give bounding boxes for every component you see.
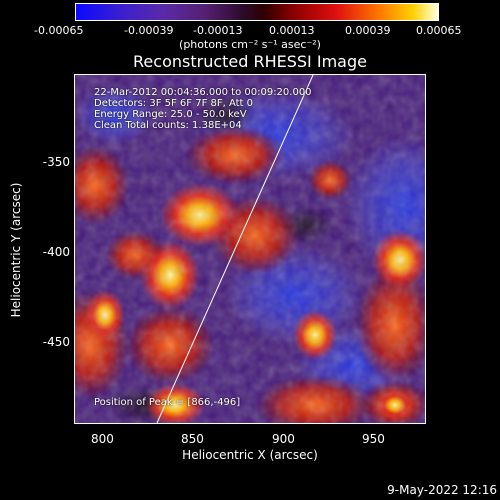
rhessi-image: 22-Mar-2012 00:04:36.000 to 00:09:20.000…: [74, 74, 426, 424]
y-axis-label: Heliocentric Y (arcsec): [9, 182, 23, 318]
heatmap-svg: [75, 75, 425, 423]
colorbar-tick: 0.00013: [269, 24, 315, 37]
y-tick: -350: [42, 155, 70, 169]
y-tick: -450: [42, 335, 70, 349]
y-tick: -400: [42, 245, 70, 259]
x-tick: 950: [362, 432, 385, 446]
x-tick: 900: [272, 432, 295, 446]
image-title: Reconstructed RHESSI Image: [133, 52, 367, 71]
annotation-detectors: Detectors: 3F 5F 6F 7F 8F, Att 0: [94, 98, 254, 109]
x-tick: 850: [181, 432, 204, 446]
colorbar-tick: -0.00039: [124, 24, 174, 37]
x-tick: 800: [91, 432, 114, 446]
annotation-energy: Energy Range: 25.0 - 50.0 keV: [94, 109, 247, 120]
annotation-method: Clean Total counts: 1.38E+04: [94, 120, 242, 131]
colorbar-tick: 0.00065: [416, 24, 462, 37]
date-stamp: 9-May-2022 12:16: [387, 483, 497, 497]
limb-line: [156, 75, 314, 423]
colorbar-tick: 0.00039: [345, 24, 391, 37]
colorbar-units: (photons cm⁻² s⁻¹ asec⁻²): [179, 38, 321, 51]
colorbar-tick: -0.00065: [34, 24, 84, 37]
x-axis-label: Heliocentric X (arcsec): [182, 448, 318, 462]
annotation-peak: Position of Peak = [866,-496]: [94, 397, 241, 408]
annotation-time: 22-Mar-2012 00:04:36.000 to 00:09:20.000: [94, 87, 312, 98]
colorbar-tick: -0.00013: [193, 24, 243, 37]
color-bar: [75, 3, 439, 21]
